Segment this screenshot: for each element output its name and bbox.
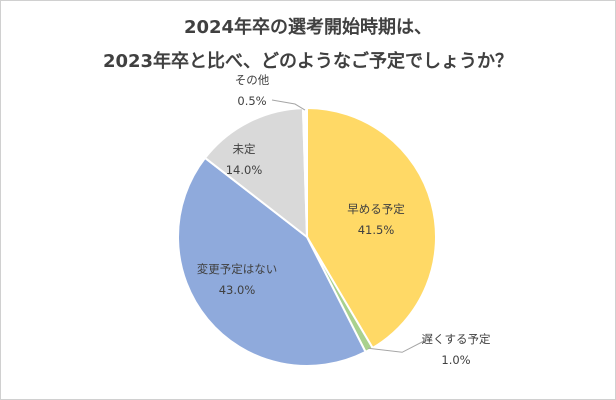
slice-label-mitei: 未定	[233, 142, 256, 156]
slice-value-sonota: 0.5%	[237, 94, 266, 108]
slice-value-osoku: 1.0%	[441, 353, 470, 367]
pie-slice-mitei	[203, 107, 309, 240]
pie-slice-sonota	[301, 106, 308, 238]
slice-value-hayameru: 41.5%	[358, 223, 395, 237]
pie-slice-henkou-nashi	[177, 156, 367, 367]
slice-value-mitei: 14.0%	[226, 163, 263, 177]
slice-value-henkou-nashi: 43.0%	[219, 283, 256, 297]
chart-title-line2: 2023年卒と比べ、どのようなご予定でしょうか？	[102, 51, 514, 72]
leader-line-sonota	[271, 99, 306, 111]
leader-line-osoku	[368, 340, 425, 353]
pie-slice-hayameru	[306, 106, 437, 350]
slice-label-osoku: 遅くする予定	[422, 332, 491, 346]
chart-title-line1: 2024年卒の選考開始時期は、	[183, 17, 433, 38]
slice-label-sonota: その他	[235, 73, 270, 87]
slice-label-henkou-nashi: 変更予定はない	[197, 262, 278, 276]
slice-label-hayameru: 早める予定	[347, 202, 405, 216]
